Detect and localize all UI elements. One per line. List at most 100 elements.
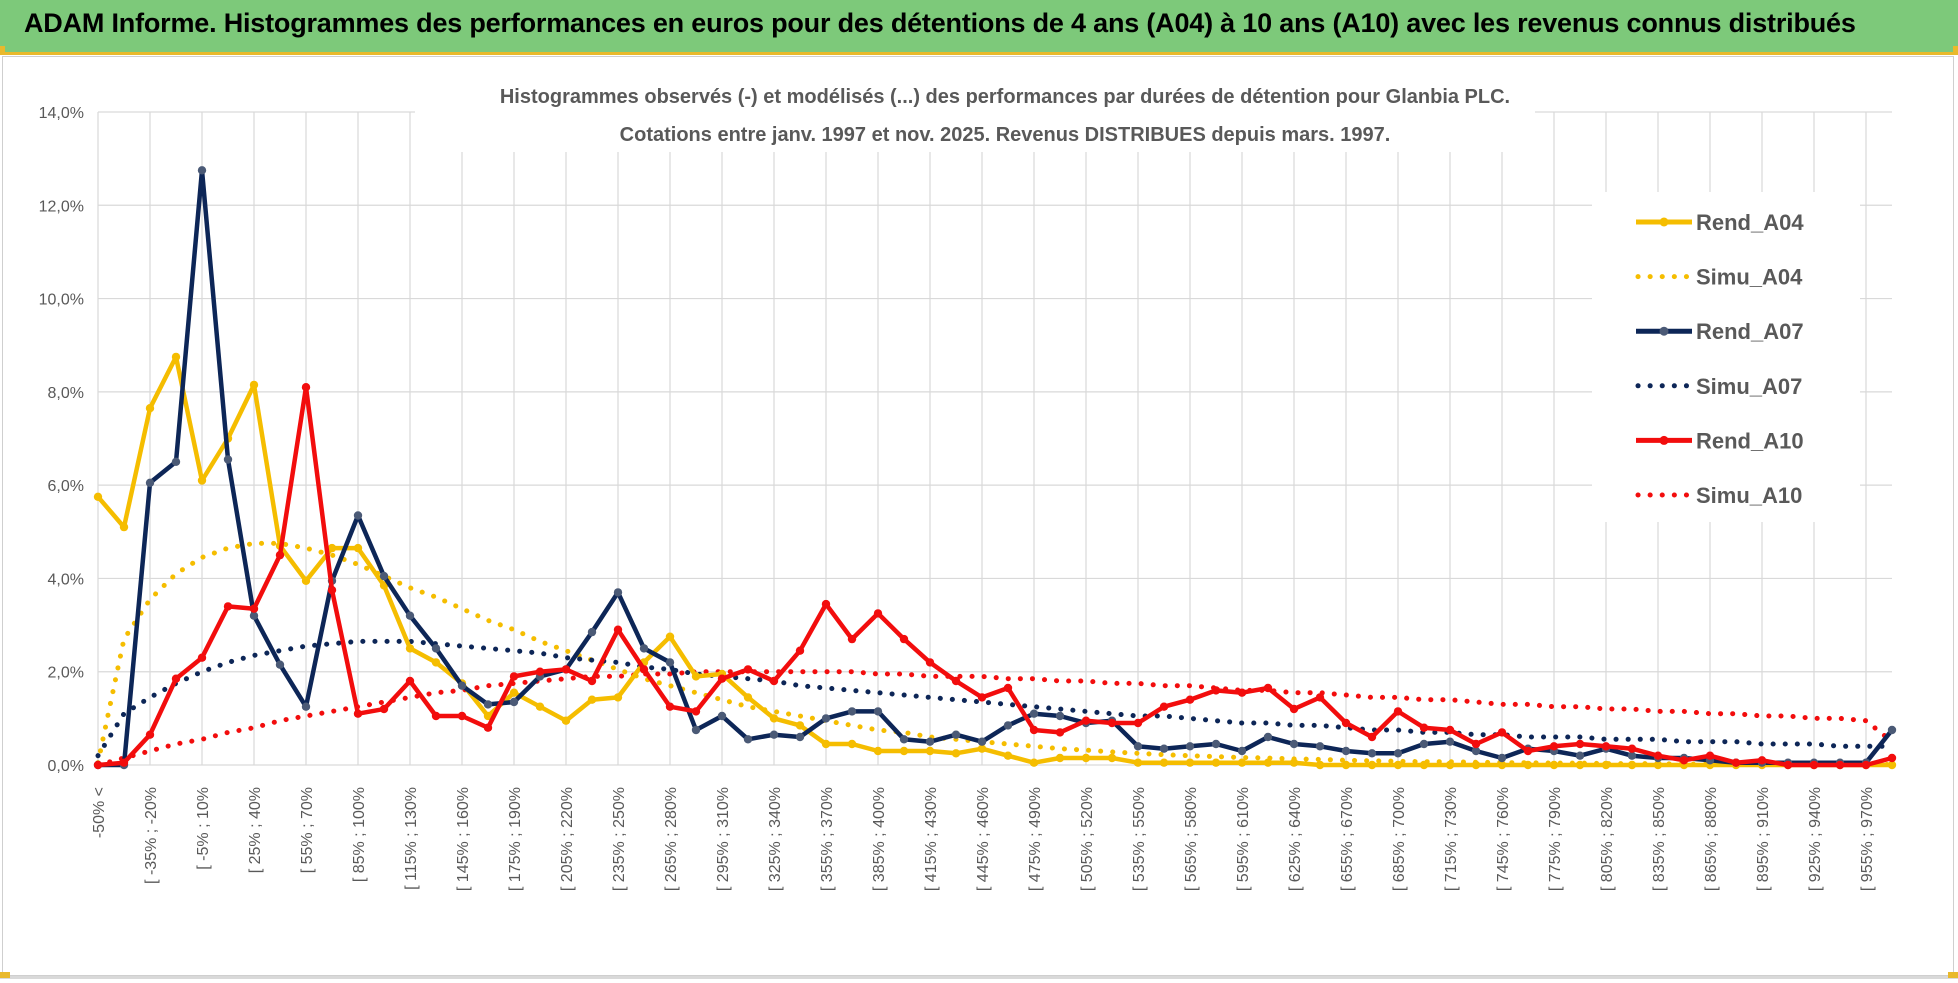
data-point <box>1887 760 1897 770</box>
data-point <box>249 604 259 613</box>
data-point <box>1497 728 1507 737</box>
data-point <box>977 737 987 746</box>
y-tick-label: 10,0% <box>39 292 84 309</box>
data-point <box>665 702 675 711</box>
data-point <box>1445 737 1455 746</box>
chart-frame <box>2 56 1954 976</box>
data-point <box>93 492 103 501</box>
data-point <box>1003 751 1013 760</box>
data-point <box>1835 760 1845 770</box>
data-point <box>925 658 935 667</box>
legend-item-simu_a04: Simu_A04 <box>1635 265 1803 290</box>
data-point <box>1575 739 1585 749</box>
data-point <box>743 665 753 674</box>
x-tick-label: [ 925% ; 940% <box>1807 787 1824 891</box>
x-tick-label: [ 145% ; 160% <box>455 787 472 891</box>
data-point <box>1445 725 1455 735</box>
y-tick-label: 2,0% <box>48 665 84 682</box>
data-point <box>951 730 961 739</box>
x-tick-label: [ 655% ; 670% <box>1339 787 1356 891</box>
data-point <box>587 695 597 704</box>
legend-label: Simu_A10 <box>1696 483 1802 508</box>
data-point <box>769 714 779 723</box>
series-lines <box>93 166 1897 770</box>
data-point <box>1055 753 1065 763</box>
data-point <box>1237 688 1247 697</box>
data-point <box>1523 760 1533 770</box>
data-point <box>925 746 935 756</box>
data-point <box>743 693 753 702</box>
data-point <box>145 478 155 487</box>
data-point <box>847 634 857 644</box>
data-point <box>1497 753 1507 763</box>
x-tick-label: [ 685% ; 700% <box>1391 787 1408 891</box>
data-point <box>665 658 675 667</box>
data-point <box>1159 758 1169 767</box>
data-point <box>795 721 805 730</box>
x-tick-label: [ 535% ; 550% <box>1131 787 1148 891</box>
x-tick-label: [ 565% ; 580% <box>1183 787 1200 891</box>
data-point <box>1705 751 1715 760</box>
data-point <box>1107 753 1117 763</box>
data-point <box>379 704 389 714</box>
data-point <box>1887 725 1897 735</box>
data-point <box>327 585 337 595</box>
data-point <box>717 674 727 683</box>
data-point <box>301 383 311 392</box>
x-tick-label: [ 955% ; 970% <box>1859 787 1876 891</box>
data-point <box>1237 746 1247 756</box>
data-point <box>483 711 493 721</box>
data-point <box>1393 760 1403 770</box>
data-point <box>405 676 415 686</box>
report-banner: ADAM Informe. Histogrammes des performan… <box>0 0 1958 52</box>
data-point <box>1783 760 1793 770</box>
data-point <box>1757 756 1767 765</box>
data-point <box>1211 739 1221 749</box>
data-point <box>1653 760 1663 770</box>
data-point <box>1653 751 1663 760</box>
data-point <box>249 611 259 620</box>
data-point <box>561 665 571 674</box>
data-point <box>431 658 441 667</box>
data-point <box>1523 746 1533 756</box>
data-point <box>691 725 701 735</box>
data-point <box>457 711 467 721</box>
data-point <box>613 693 623 702</box>
x-tick-label: [ 475% ; 490% <box>1027 787 1044 891</box>
legend-label: Simu_A04 <box>1696 265 1803 290</box>
data-point <box>1549 760 1559 770</box>
data-point <box>1627 760 1637 770</box>
x-tick-label: [ 715% ; 730% <box>1443 787 1460 891</box>
x-tick-label: [ 835% ; 850% <box>1651 787 1668 891</box>
data-point <box>1003 683 1013 693</box>
y-tick-label: 4,0% <box>48 571 84 588</box>
series-rend_a04 <box>93 352 1897 770</box>
data-point <box>717 711 727 721</box>
data-point <box>483 723 493 732</box>
data-point <box>1289 739 1299 749</box>
data-point <box>1393 749 1403 758</box>
legend-item-simu_a10: Simu_A10 <box>1635 483 1802 508</box>
data-point <box>561 716 571 725</box>
y-tick-label: 6,0% <box>48 478 84 495</box>
data-point <box>379 571 389 581</box>
x-tick-label: [ 175% ; 190% <box>507 787 524 891</box>
y-tick-label: 8,0% <box>48 385 84 402</box>
x-tick-label: [ 325% ; 340% <box>767 787 784 891</box>
series-simu_a07 <box>95 638 1895 759</box>
data-point <box>405 644 415 653</box>
legend-label: Simu_A07 <box>1696 374 1802 399</box>
data-point <box>1419 739 1429 749</box>
data-point <box>1081 716 1091 725</box>
legend: Rend_A04 Simu_A04 Rend_A07 Simu_A07 Rend_A10… <box>1635 210 1804 508</box>
accent-mark-bottom-left <box>0 972 10 978</box>
data-point <box>1107 718 1117 728</box>
data-point <box>821 599 831 609</box>
x-tick-label: [ 775% ; 790% <box>1547 787 1564 891</box>
data-point <box>1263 732 1273 742</box>
x-axis-ticks: -50% < [ -35% ; -20% [ -5% ; 10% [ 25% ; 40… <box>91 787 1876 891</box>
data-point <box>587 676 597 686</box>
data-point <box>899 735 909 744</box>
data-point <box>899 746 909 756</box>
